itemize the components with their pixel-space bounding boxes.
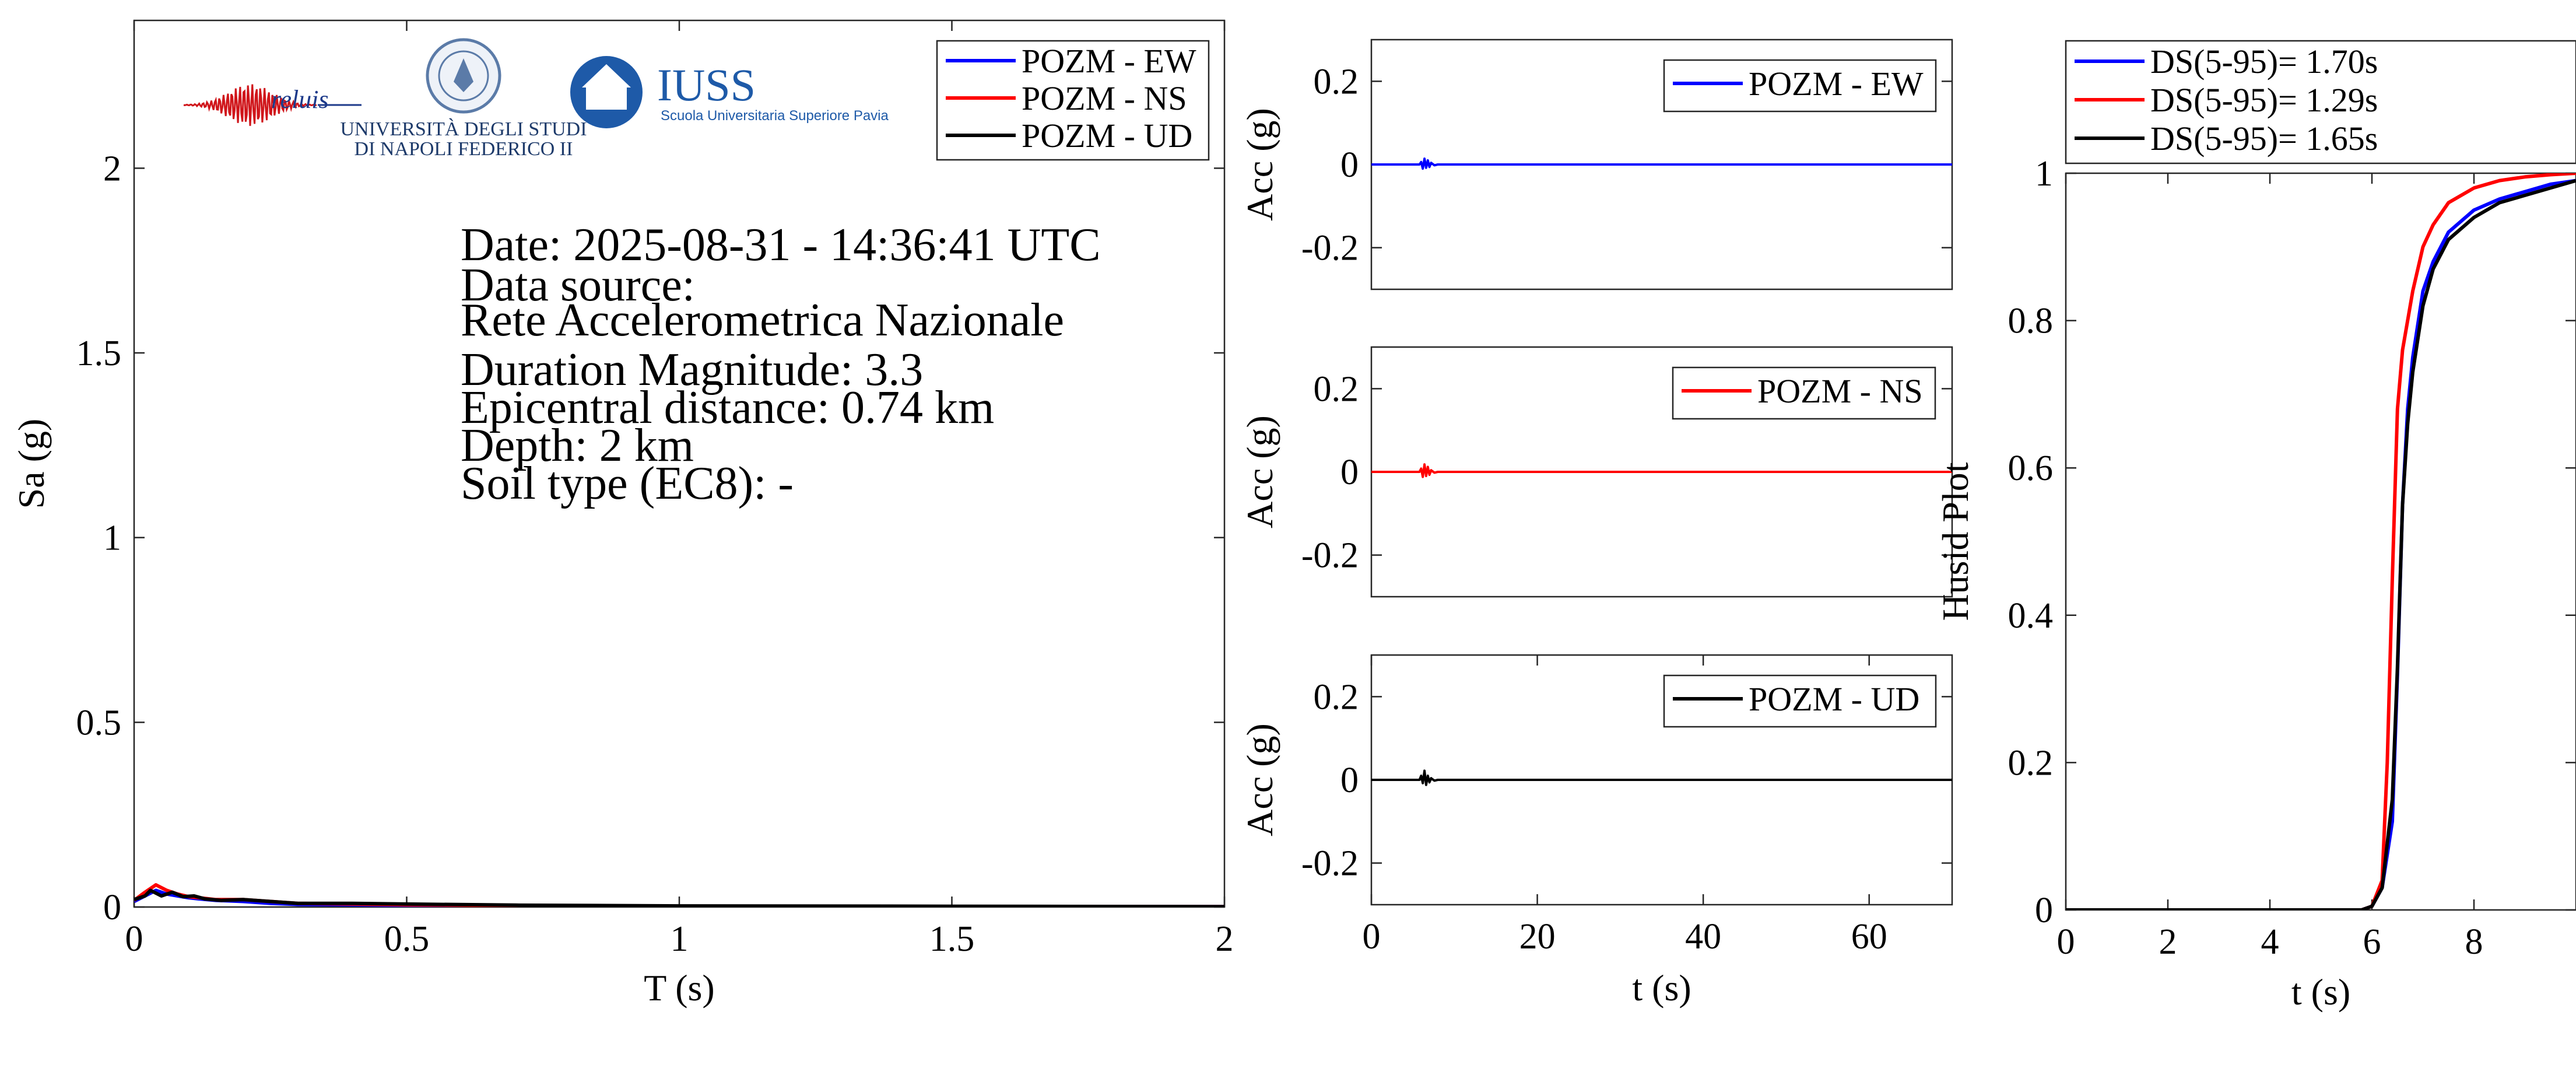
waveform-icon <box>183 84 317 126</box>
y-tick-label: 1.5 <box>76 334 122 373</box>
info-source: Rete Accelerometrica Nazionale <box>461 295 1064 346</box>
x-tick-label: 2 <box>2159 922 2177 962</box>
legend-ud: POZM - UD <box>1663 674 1937 728</box>
y-tick-label: 0.4 <box>2008 596 2054 636</box>
husid-chart: 0 2 4 6 8 0 0.2 0.4 0.6 0.8 1 t (s) Husid Plot <box>1935 154 2576 1013</box>
series-group <box>134 883 1224 907</box>
iuss-building <box>586 86 627 110</box>
y-tick-label: 0.8 <box>2008 302 2054 341</box>
series-line-2 <box>134 888 1224 907</box>
y-tick-label: 0 <box>1340 453 1359 492</box>
x-axis-label: T (s) <box>644 967 714 1009</box>
legend-entry: POZM - NS <box>1757 372 1923 410</box>
legend-entry: POZM - NS <box>1022 79 1187 117</box>
spectrum-chart: 0 0.5 1 1.5 2 0 0.5 1 1.5 2 T (s) Sa (g) <box>10 19 1234 1009</box>
y-tick-label: 1 <box>2035 154 2053 194</box>
legend-entry: POZM - UD <box>1749 680 1919 718</box>
legend-entry: POZM - EW <box>1022 42 1196 80</box>
legend-box <box>1663 59 1937 113</box>
y-axis-label: Acc (g) <box>1239 108 1280 221</box>
seal-figure <box>454 58 473 92</box>
series-line-2 <box>2066 178 2576 910</box>
legend-box <box>2065 40 2576 164</box>
reluis-wordmark: reluis <box>271 85 329 114</box>
info-date: Date: 2025-08-31 - 14:36:41 UTC <box>461 219 1101 271</box>
legend-entry: POZM - EW <box>1749 65 1924 103</box>
iuss-wordmark: IUSS <box>657 59 756 110</box>
iuss-subtitle: Scuola Universitaria Superiore Pavia <box>661 108 889 124</box>
x-tick-label: 1 <box>671 919 689 959</box>
y-tick-label: -0.2 <box>1301 844 1359 884</box>
reluis-logo: reluis <box>183 84 362 126</box>
x-tick-label: 60 <box>1851 917 1887 957</box>
y-tick-label: 0.2 <box>1314 677 1359 717</box>
legend-entry: DS(5-95)= 1.29s <box>2150 81 2378 119</box>
x-axis-label: t (s) <box>1632 967 1691 1009</box>
x-tick-label: 40 <box>1685 917 1721 957</box>
x-tick-label: 0 <box>2057 922 2075 962</box>
y-axis-label: Husid Plot <box>1935 462 1976 621</box>
legend-ns: POZM - NS <box>1672 366 1936 420</box>
y-tick-label: -0.2 <box>1301 229 1359 268</box>
axes-box <box>2065 172 2576 911</box>
series-group <box>1371 769 1952 786</box>
legend-entry: DS(5-95)= 1.70s <box>2150 43 2378 80</box>
legend-ew: POZM - EW <box>1663 59 1937 113</box>
unina-line2: DI NAPOLI FEDERICO II <box>355 138 573 160</box>
x-tick-label: 0 <box>1363 917 1381 957</box>
y-tick-label: 0.2 <box>1314 62 1359 101</box>
legend-entry: DS(5-95)= 1.65s <box>2150 120 2378 157</box>
x-tick-label: 4 <box>2261 922 2279 962</box>
y-axis-label: Acc (g) <box>1239 723 1280 836</box>
y-tick-label: 0.5 <box>76 703 122 743</box>
series-group <box>1371 157 1952 170</box>
y-tick-label: 0 <box>103 888 121 927</box>
legend-box <box>1663 674 1937 728</box>
series-line-0 <box>1371 463 1952 478</box>
y-tick-label: 0 <box>2035 891 2053 930</box>
info-magnitude: Duration Magnitude: 3.3 <box>461 344 923 395</box>
series-group <box>2066 173 2576 910</box>
info-source-label: Data source: <box>461 260 695 311</box>
y-tick-label: 0 <box>1340 761 1359 800</box>
seal-inner-ring <box>438 50 489 101</box>
x-tick-label: 6 <box>2363 922 2381 962</box>
y-tick-label: 0.2 <box>1314 369 1359 409</box>
y-tick-label: 2 <box>103 149 121 188</box>
legend-entry: POZM - UD <box>1022 117 1192 155</box>
x-tick-label: 2 <box>1216 919 1234 959</box>
x-tick-label: 0.5 <box>384 919 430 959</box>
info-distance: Epicentral distance: 0.74 km <box>461 382 994 433</box>
series-line-0 <box>1371 157 1952 170</box>
y-axis-label: Sa (g) <box>10 419 52 509</box>
info-depth: Depth: 2 km <box>461 420 694 471</box>
y-axis-label: Acc (g) <box>1239 415 1280 528</box>
y-tick-label: 0.6 <box>2008 449 2054 488</box>
y-tick-label: 0.2 <box>2008 743 2054 783</box>
x-tick-label: 20 <box>1519 917 1556 957</box>
info-soil: Soil type (EC8): - <box>461 458 794 509</box>
axes-box <box>133 19 1226 908</box>
y-tick-label: 0 <box>1340 145 1359 185</box>
x-tick-label: 8 <box>2465 922 2483 962</box>
series-line-1 <box>2066 173 2576 910</box>
x-axis-label: t (s) <box>2291 971 2350 1013</box>
unina-line1: UNIVERSITÀ DEGLI STUDI <box>340 118 587 140</box>
iuss-roof <box>582 64 631 87</box>
x-tick-label: 0 <box>125 919 143 959</box>
x-tick-label: 1.5 <box>929 919 975 959</box>
y-tick-label: 1 <box>103 519 121 558</box>
series-group <box>1371 463 1952 478</box>
legend-box <box>1672 366 1936 420</box>
y-tick-label: -0.2 <box>1301 536 1359 576</box>
series-line-0 <box>1371 769 1952 786</box>
